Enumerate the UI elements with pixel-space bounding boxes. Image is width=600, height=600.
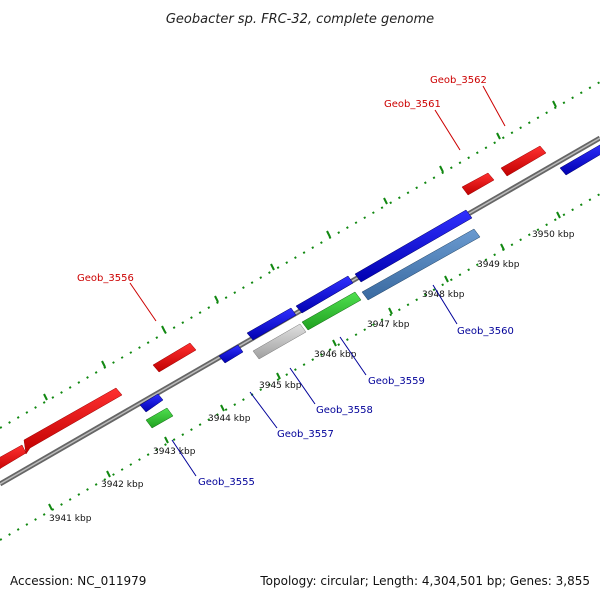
gene-geob-3558[interactable] [252,323,307,360]
gene-blue-b[interactable] [295,275,354,314]
label-geob-3558: Geob_3558 [316,405,373,416]
gene-geob-3555-upper[interactable] [139,393,164,413]
label-geob-3561: Geob_3561 [384,99,441,110]
label-geob-3557: Geob_3557 [277,429,334,440]
scale-label-3946: 3946 kbp [314,350,357,360]
scale-label-3941: 3941 kbp [49,514,92,524]
outer-tick-ring [0,81,600,429]
scale-label-3949: 3949 kbp [477,260,520,270]
label-geob-3562: Geob_3562 [430,75,487,86]
gene-geob-3556[interactable] [152,342,197,373]
gene-geob-3561[interactable] [461,172,495,196]
scale-label-3950: 3950 kbp [532,230,575,240]
scale-label-3948: 3948 kbp [422,290,465,300]
label-geob-3556: Geob_3556 [77,273,134,284]
genome-summary-text: Topology: circular; Length: 4,304,501 bp… [259,574,590,588]
gene-blue-long[interactable] [354,209,473,283]
accession-text: Accession: NC_011979 [10,574,146,588]
scale-labels: 3941 kbp 3942 kbp 3943 kbp 3944 kbp 3945… [49,230,575,524]
gene-forward-partial[interactable] [0,444,27,473]
gene-geob-3562[interactable] [500,145,547,177]
scale-label-3945: 3945 kbp [259,381,302,391]
gene-geob-3559[interactable] [301,291,362,331]
scale-label-3944: 3944 kbp [208,414,251,424]
forward-genes [0,145,547,473]
label-geob-3560: Geob_3560 [457,326,514,337]
map-title: Geobacter sp. FRC-32, complete genome [166,12,434,27]
inner-major-ticks [48,211,561,511]
label-geob-3555: Geob_3555 [198,477,255,488]
scale-label-3943: 3943 kbp [153,447,196,457]
reverse-genes [139,142,600,429]
gene-geob-3557[interactable] [218,344,244,364]
gene-forward-large[interactable] [23,387,123,455]
gene-geob-3560[interactable] [361,228,481,301]
outer-major-ticks [43,100,557,401]
gene-geob-3555[interactable] [145,407,174,429]
label-leaders [129,85,506,477]
scale-label-3947: 3947 kbp [367,320,410,330]
scale-label-3942: 3942 kbp [101,480,144,490]
gene-blue-mid[interactable] [246,307,297,341]
inner-tick-ring [0,193,600,541]
label-geob-3559: Geob_3559 [368,376,425,387]
gene-blue-edge[interactable] [559,142,600,176]
gene-labels: Geob_3556 Geob_3561 Geob_3562 Geob_3555 … [77,75,514,488]
